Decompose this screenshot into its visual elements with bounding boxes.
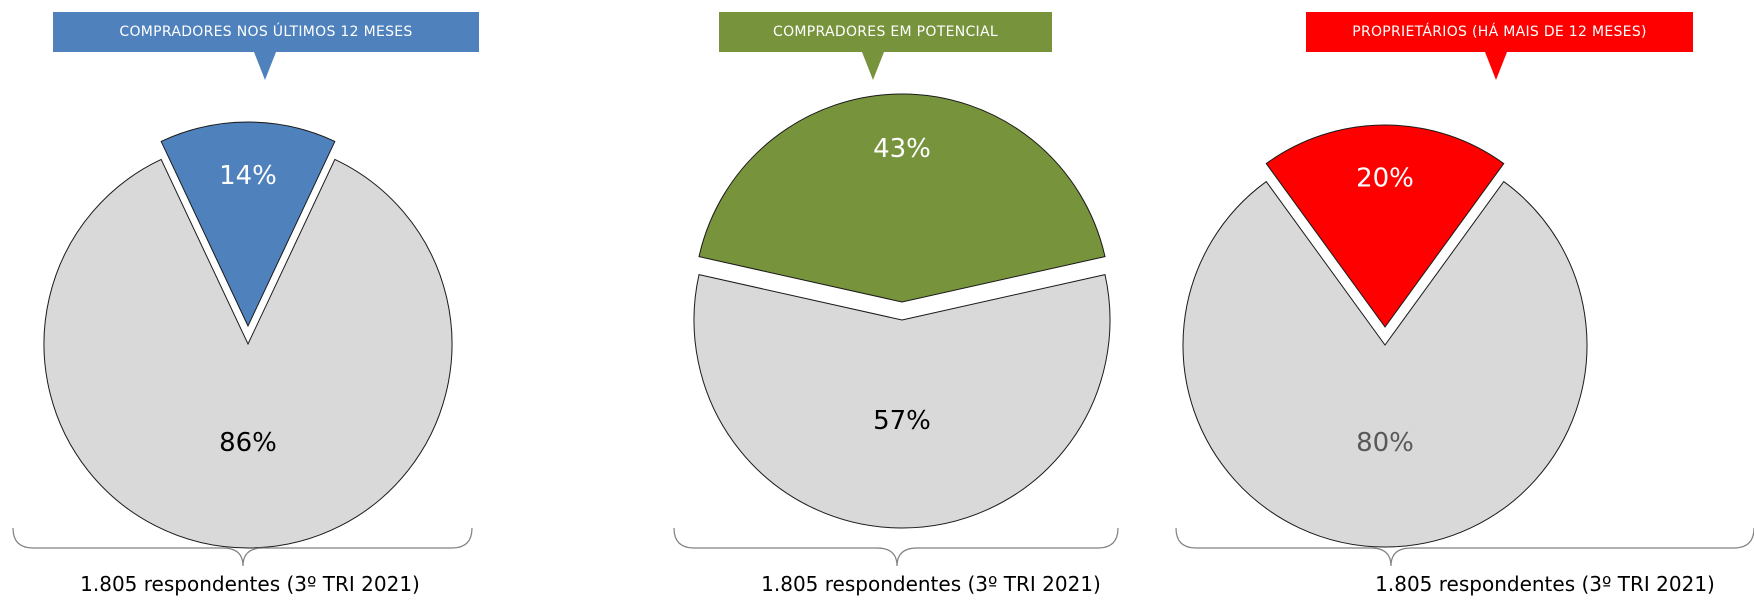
chart-title-banner: COMPRADORES EM POTENCIAL [719,12,1052,52]
pie-slice-label: 57% [873,406,931,436]
pie-chart: 43% 57% [693,93,1111,529]
pie-slice-label: 86% [219,428,277,458]
chart-panel-3: PROPRIETÁRIOS (HÁ MAIS DE 12 MESES) 20% 8… [1169,0,1754,603]
bracket [12,527,473,567]
chart-title-banner: COMPRADORES NOS ÚLTIMOS 12 MESES [53,12,479,52]
pie-slice [698,93,1106,303]
pie-slice [43,158,453,549]
pie-slice-label: 20% [1356,164,1414,194]
respondents-note: 1.805 respondentes (3º TRI 2021) [1375,572,1715,596]
pie-slice [1182,180,1588,548]
pie-chart: 14% 86% [43,121,453,549]
bracket [673,527,1119,567]
respondents-note: 1.805 respondentes (3º TRI 2021) [80,572,420,596]
pie-slice [160,121,336,328]
chart-panel-1: COMPRADORES NOS ÚLTIMOS 12 MESES 14% 86% … [0,0,585,603]
pie-slice-label: 43% [873,134,931,164]
banner-pointer [254,52,276,80]
bracket [1175,527,1754,567]
banner-pointer [1485,52,1507,80]
respondents-note: 1.805 respondentes (3º TRI 2021) [761,572,1101,596]
pie-slice-label: 14% [219,161,277,191]
pie-slice [1265,124,1505,328]
banner-pointer [862,52,884,80]
pie-slice [693,274,1111,529]
pie-slice-label: 80% [1356,428,1414,458]
chart-title-banner: PROPRIETÁRIOS (HÁ MAIS DE 12 MESES) [1306,12,1693,52]
pie-chart: 20% 80% [1182,124,1588,548]
chart-panel-2: COMPRADORES EM POTENCIAL 43% 57% 1.805 re… [585,0,1170,603]
